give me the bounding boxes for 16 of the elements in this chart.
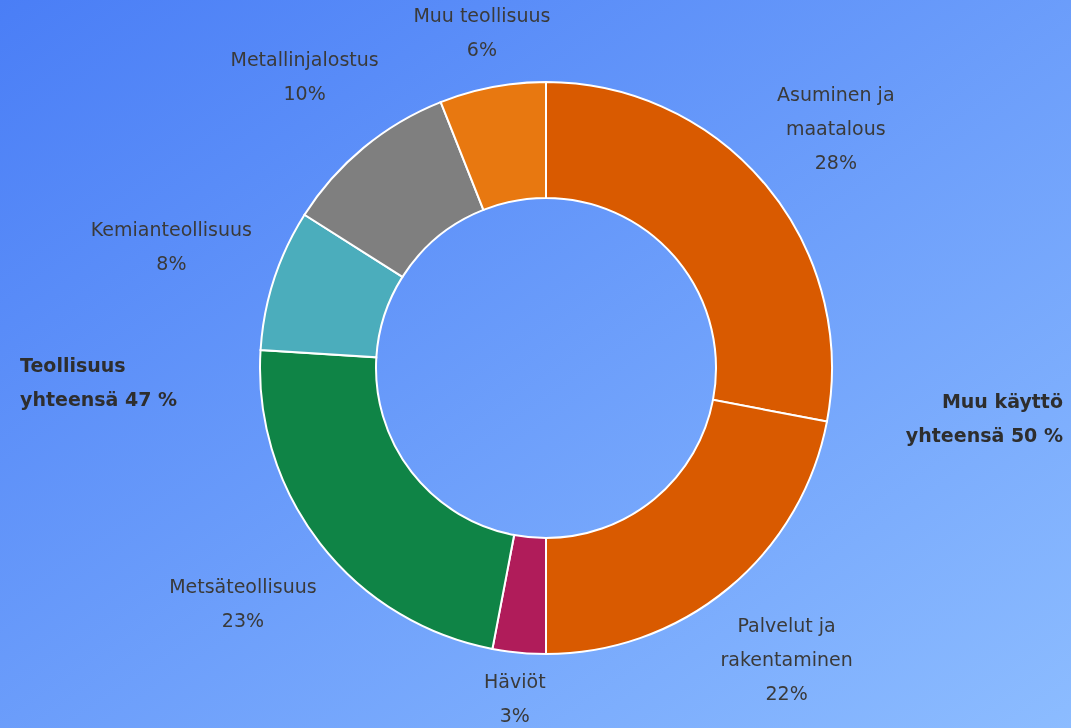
slice-label: Muu teollisuus [413,3,551,26]
slice-label: Palvelut ja rakentaminen [720,613,853,670]
slice-label: Metsäteollisuus [169,575,317,598]
data-label: 8% [156,252,187,275]
data-label: 22% [765,681,808,704]
slice-label: Kemianteollisuus [90,218,252,241]
slice-label: Asuminen ja maatalous [777,83,895,140]
data-label: 3% [499,703,530,726]
data-label: 23% [221,609,265,632]
data-label: 6% [466,37,497,60]
slice-label: Häviöt [484,669,546,692]
text: Muu käyttö yhteensä 50 % [905,390,1063,446]
data-label: 10% [283,82,326,105]
data-label: 28% [814,151,857,174]
text: Teollisuus yhteensä 47 % [20,354,178,410]
slice-label: Metallinjalostus [230,48,379,71]
